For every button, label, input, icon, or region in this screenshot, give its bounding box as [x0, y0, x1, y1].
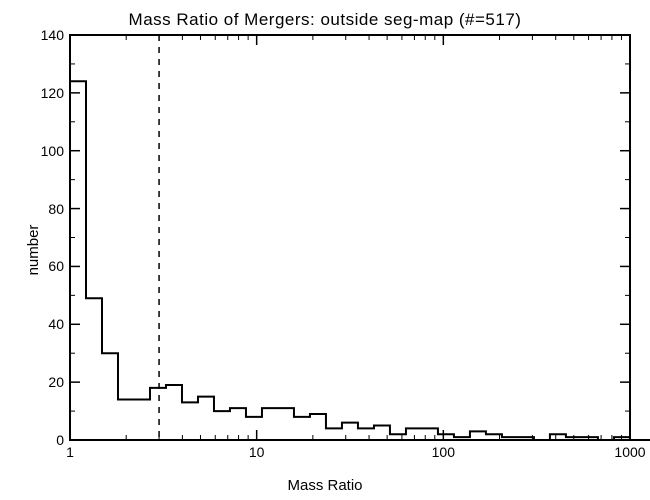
- y-tick-label: 80: [48, 201, 64, 217]
- y-tick-label: 100: [41, 143, 64, 159]
- y-axis-label: number: [25, 225, 42, 276]
- plot-svg: [70, 35, 630, 440]
- x-tick-label: 1000: [614, 444, 645, 460]
- chart-container: Mass Ratio of Mergers: outside seg-map (…: [0, 0, 650, 500]
- y-tick-label: 140: [41, 27, 64, 43]
- x-tick-label: 100: [432, 444, 455, 460]
- axis-box: [70, 35, 630, 440]
- y-tick-label: 120: [41, 85, 64, 101]
- x-tick-label: 10: [249, 444, 265, 460]
- y-tick-label: 20: [48, 374, 64, 390]
- x-axis-label: Mass Ratio: [0, 477, 650, 494]
- histogram-step-line: [70, 81, 650, 440]
- plot-area: 0204060801001201401101001000: [70, 35, 630, 440]
- y-tick-label: 60: [48, 258, 64, 274]
- y-tick-label: 40: [48, 316, 64, 332]
- x-tick-label: 1: [66, 444, 74, 460]
- y-tick-label: 0: [56, 432, 64, 448]
- chart-title: Mass Ratio of Mergers: outside seg-map (…: [0, 10, 650, 30]
